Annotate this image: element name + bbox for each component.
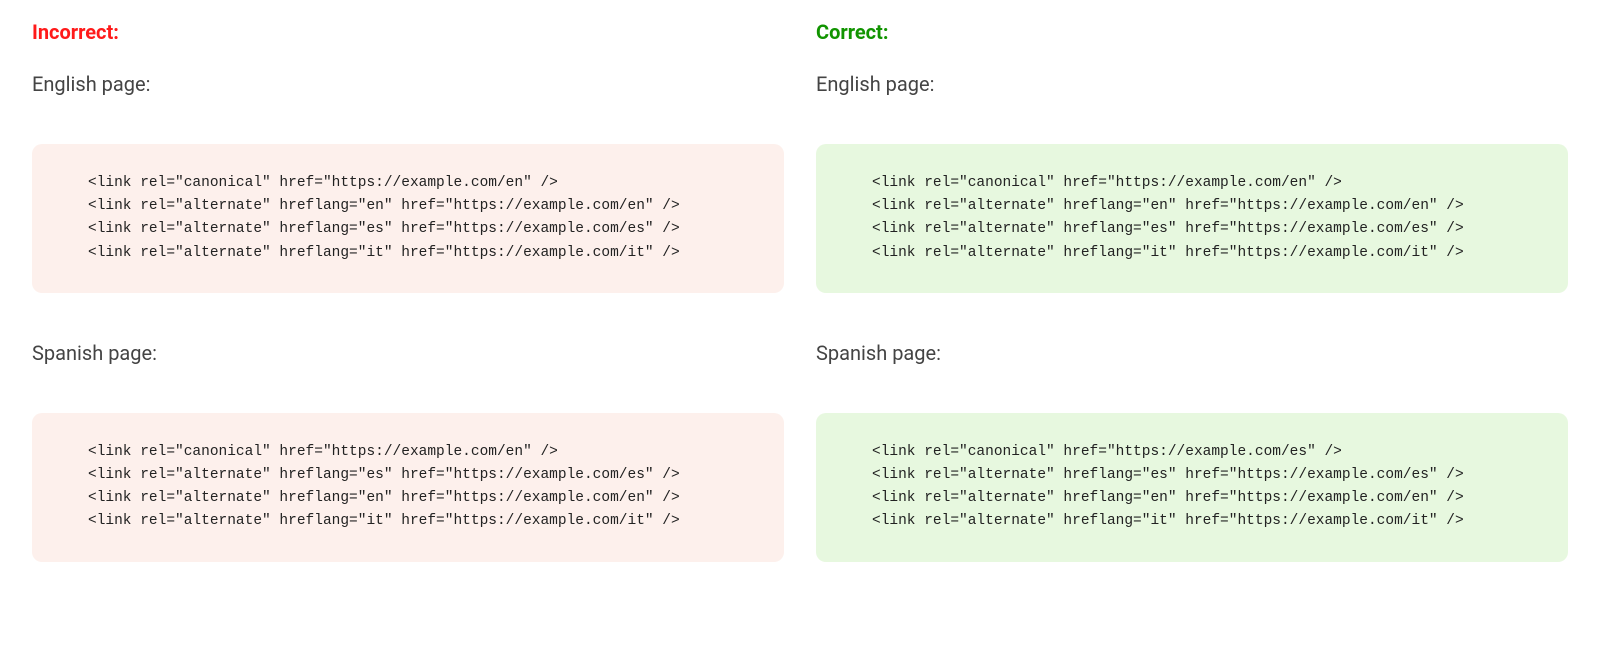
correct-spanish-label: Spanish page:	[816, 341, 1568, 365]
incorrect-spanish-label: Spanish page:	[32, 341, 784, 365]
correct-english-code: <link rel="canonical" href="https://exam…	[816, 144, 1568, 293]
incorrect-english-label: English page:	[32, 72, 784, 96]
comparison-columns: Incorrect: English page: <link rel="cano…	[32, 20, 1568, 610]
incorrect-english-code: <link rel="canonical" href="https://exam…	[32, 144, 784, 293]
correct-spanish-code: <link rel="canonical" href="https://exam…	[816, 413, 1568, 562]
incorrect-column: Incorrect: English page: <link rel="cano…	[32, 20, 784, 610]
correct-english-label: English page:	[816, 72, 1568, 96]
incorrect-heading: Incorrect:	[32, 20, 784, 44]
correct-heading: Correct:	[816, 20, 1568, 44]
incorrect-spanish-code: <link rel="canonical" href="https://exam…	[32, 413, 784, 562]
correct-column: Correct: English page: <link rel="canoni…	[816, 20, 1568, 610]
